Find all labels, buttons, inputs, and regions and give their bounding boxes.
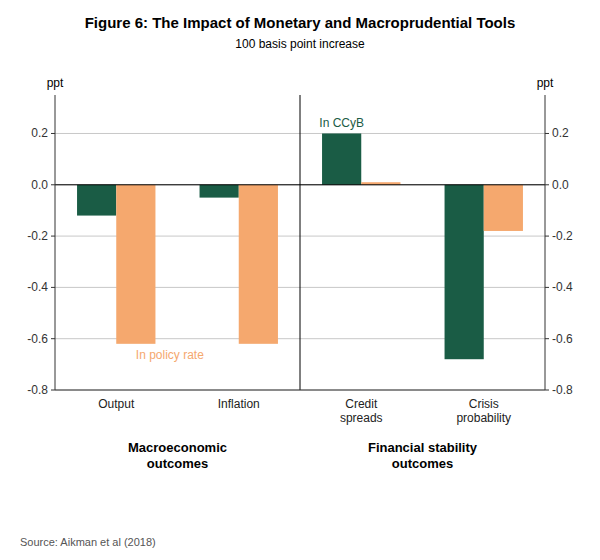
- source: Source: Aikman et al (2018): [20, 536, 156, 548]
- series-label: In policy rate: [136, 348, 204, 362]
- bar: [200, 185, 239, 198]
- subtitle: 100 basis point increase: [235, 37, 365, 51]
- x-tick-label: Inflation: [218, 397, 260, 411]
- chart: Figure 6: The Impact of Monetary and Mac…: [0, 0, 600, 560]
- bar: [77, 185, 116, 216]
- x-axis: [55, 390, 545, 391]
- title: Figure 6: The Impact of Monetary and Mac…: [85, 14, 516, 31]
- y-tick-label: -0.2: [27, 229, 48, 243]
- y2-tick-label: 0.2: [552, 126, 569, 140]
- zero-line: [55, 184, 545, 185]
- y-tick: [51, 184, 55, 185]
- bar: [116, 185, 155, 344]
- y2-tick: [545, 133, 549, 134]
- y-axis: [55, 95, 56, 390]
- group-label: Financial stabilityoutcomes: [368, 440, 478, 471]
- y-tick: [51, 338, 55, 339]
- bar: [239, 185, 278, 344]
- y-tick: [51, 287, 55, 288]
- y-tick: [51, 236, 55, 237]
- y2-tick-label: -0.6: [552, 332, 573, 346]
- x-tick-label: Crisisprobability: [456, 397, 511, 425]
- series-label: In CCyB: [319, 116, 364, 130]
- y2-tick-label: -0.4: [552, 280, 573, 294]
- bar: [484, 185, 523, 231]
- y2-tick: [545, 390, 549, 391]
- y2-tick-label: 0.0: [552, 178, 569, 192]
- y2-tick: [545, 287, 549, 288]
- y-tick-label: -0.8: [27, 383, 48, 397]
- y-tick-label: -0.6: [27, 332, 48, 346]
- y2-axis: [545, 95, 546, 390]
- y-tick: [51, 390, 55, 391]
- y2-tick: [545, 236, 549, 237]
- y2-tick-label: -0.8: [552, 383, 573, 397]
- y2-tick: [545, 338, 549, 339]
- bar: [445, 185, 484, 359]
- y-tick: [51, 133, 55, 134]
- grid-line: [55, 390, 545, 391]
- x-tick-label: Output: [98, 397, 135, 411]
- y2-label: ppt: [537, 76, 554, 90]
- y-tick-label: 0.0: [31, 178, 48, 192]
- group-label: Macroeconomicoutcomes: [128, 440, 227, 471]
- y-label: ppt: [47, 76, 64, 90]
- x-tick-label: Creditspreads: [340, 397, 383, 425]
- y-tick-label: -0.4: [27, 280, 48, 294]
- y2-tick-label: -0.2: [552, 229, 573, 243]
- group-divider: [300, 95, 301, 390]
- grid-line: [55, 184, 545, 185]
- bar: [322, 133, 361, 184]
- y2-tick: [545, 184, 549, 185]
- y-tick-label: 0.2: [31, 126, 48, 140]
